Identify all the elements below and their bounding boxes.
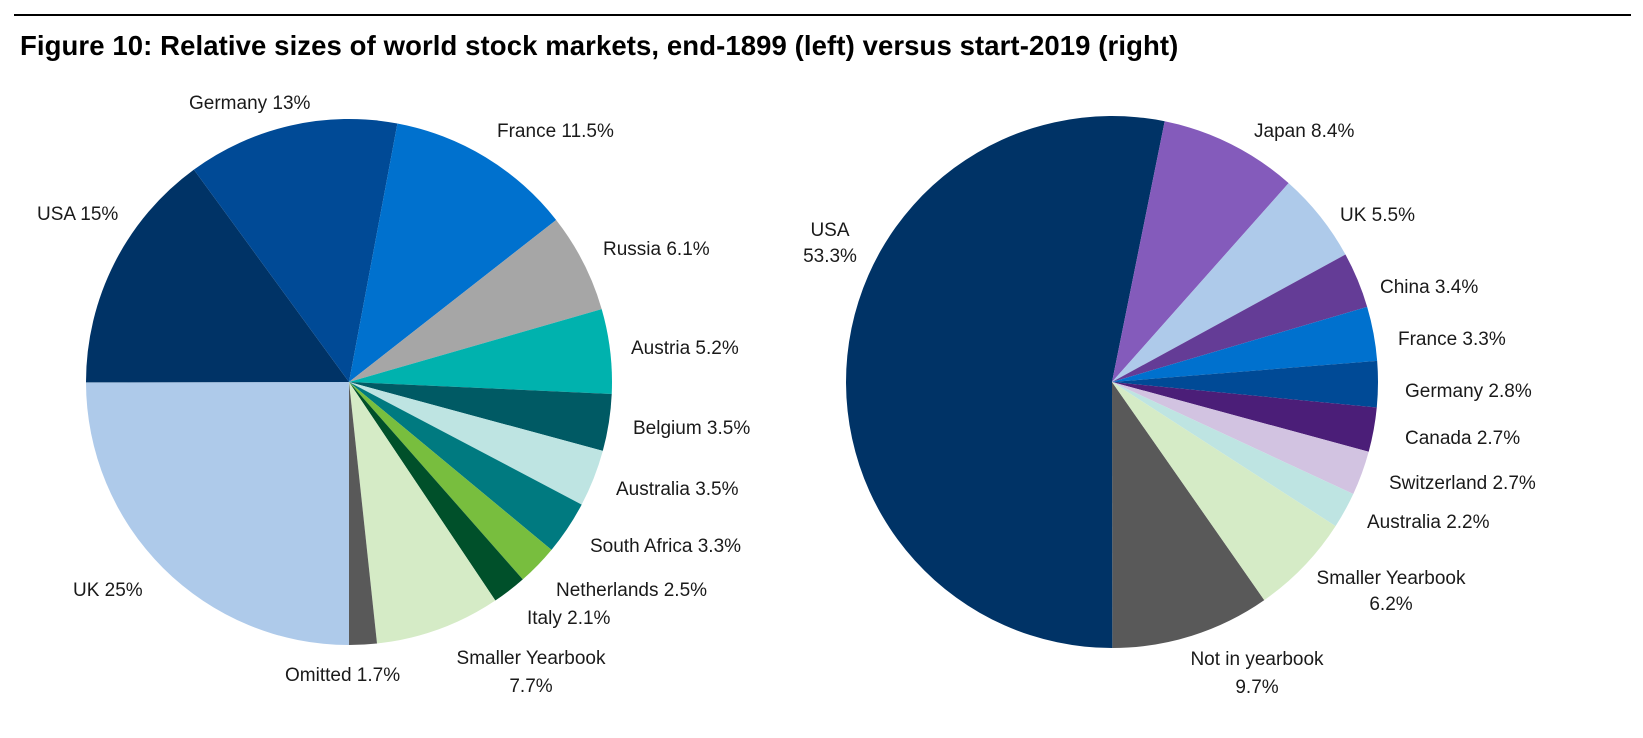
slice-label-usa: USA 15% [37, 204, 118, 225]
slice-label-austria: Austria 5.2% [631, 338, 739, 359]
pie-slice-italy [349, 382, 523, 601]
slice-label-uk: UK 25% [73, 580, 143, 601]
slice-label-netherlands: Netherlands 2.5% [556, 580, 707, 601]
slice-label-smaller-yearbook: Smaller Yearbook 6.2% [1317, 568, 1466, 615]
pie-slice-france [1112, 306, 1378, 382]
pie-slice-australia [1112, 382, 1354, 527]
slice-label-germany: Germany 13% [189, 93, 311, 114]
top-rule [14, 14, 1631, 16]
slice-label-omitted: Omitted 1.7% [285, 665, 400, 686]
pie-slice-germany [1112, 360, 1379, 408]
slice-label-uk: UK 5.5% [1340, 205, 1415, 226]
slice-label-japan: Japan 8.4% [1254, 121, 1354, 142]
slice-label-china: China 3.4% [1380, 277, 1478, 298]
slice-label-france: France 11.5% [497, 121, 614, 142]
pie-slice-germany [193, 119, 398, 382]
pie-slice-china [1112, 254, 1368, 382]
slice-label-smaller-yearbook: Smaller Yearbook 7.7% [457, 648, 606, 697]
pie-slice-belgium [349, 382, 612, 451]
pie-slice-smaller-yearbook [349, 382, 496, 644]
pie-slice-australia [349, 382, 603, 505]
pie-slice-smaller-yearbook [1112, 382, 1336, 601]
pie-chart-2019: Not in yearbook 9.7% USA 53.3% Japan 8.4% UK … [803, 116, 1536, 698]
slice-label-not-in-yearbook: Not in yearbook 9.7% [1190, 649, 1324, 698]
slice-label-france: France 3.3% [1398, 329, 1506, 350]
pie-slice-uk [1112, 183, 1346, 382]
pie-slice-netherlands [349, 382, 552, 580]
slice-label-australia: Australia 3.5% [616, 479, 739, 500]
slice-label-australia: Australia 2.2% [1367, 512, 1490, 533]
pie-slice-usa [85, 169, 349, 383]
pie-slice-canada [1112, 382, 1377, 452]
slice-label-usa: USA 53.3% [803, 220, 857, 267]
pie-slice-france [349, 123, 557, 382]
slice-label-russia: Russia 6.1% [603, 239, 710, 260]
figure-title: Figure 10: Relative sizes of world stock… [20, 30, 1179, 61]
slice-label-south-africa: South Africa 3.3% [590, 536, 741, 557]
slice-label-germany: Germany 2.8% [1405, 381, 1532, 402]
slice-label-canada: Canada 2.7% [1405, 428, 1520, 449]
pie-slice-switzerland [1112, 382, 1369, 494]
pie-chart-1899: UK 25% USA 15% Germany 13% France 11.5% Russ… [37, 93, 750, 697]
pie-slice-japan [1112, 121, 1289, 383]
pie-slice-uk [86, 382, 349, 645]
pie-slice-omitted [349, 382, 378, 645]
slice-label-belgium: Belgium 3.5% [633, 418, 750, 439]
slice-label-switzerland: Switzerland 2.7% [1389, 473, 1536, 494]
pie-slice-usa [846, 116, 1165, 649]
pie-slice-south-africa [349, 382, 582, 550]
pie-slice-austria [349, 309, 613, 394]
pie-slice-not-in-yearbook [1112, 382, 1265, 648]
pie-slice-russia [349, 219, 602, 382]
slice-label-italy: Italy 2.1% [527, 608, 611, 629]
